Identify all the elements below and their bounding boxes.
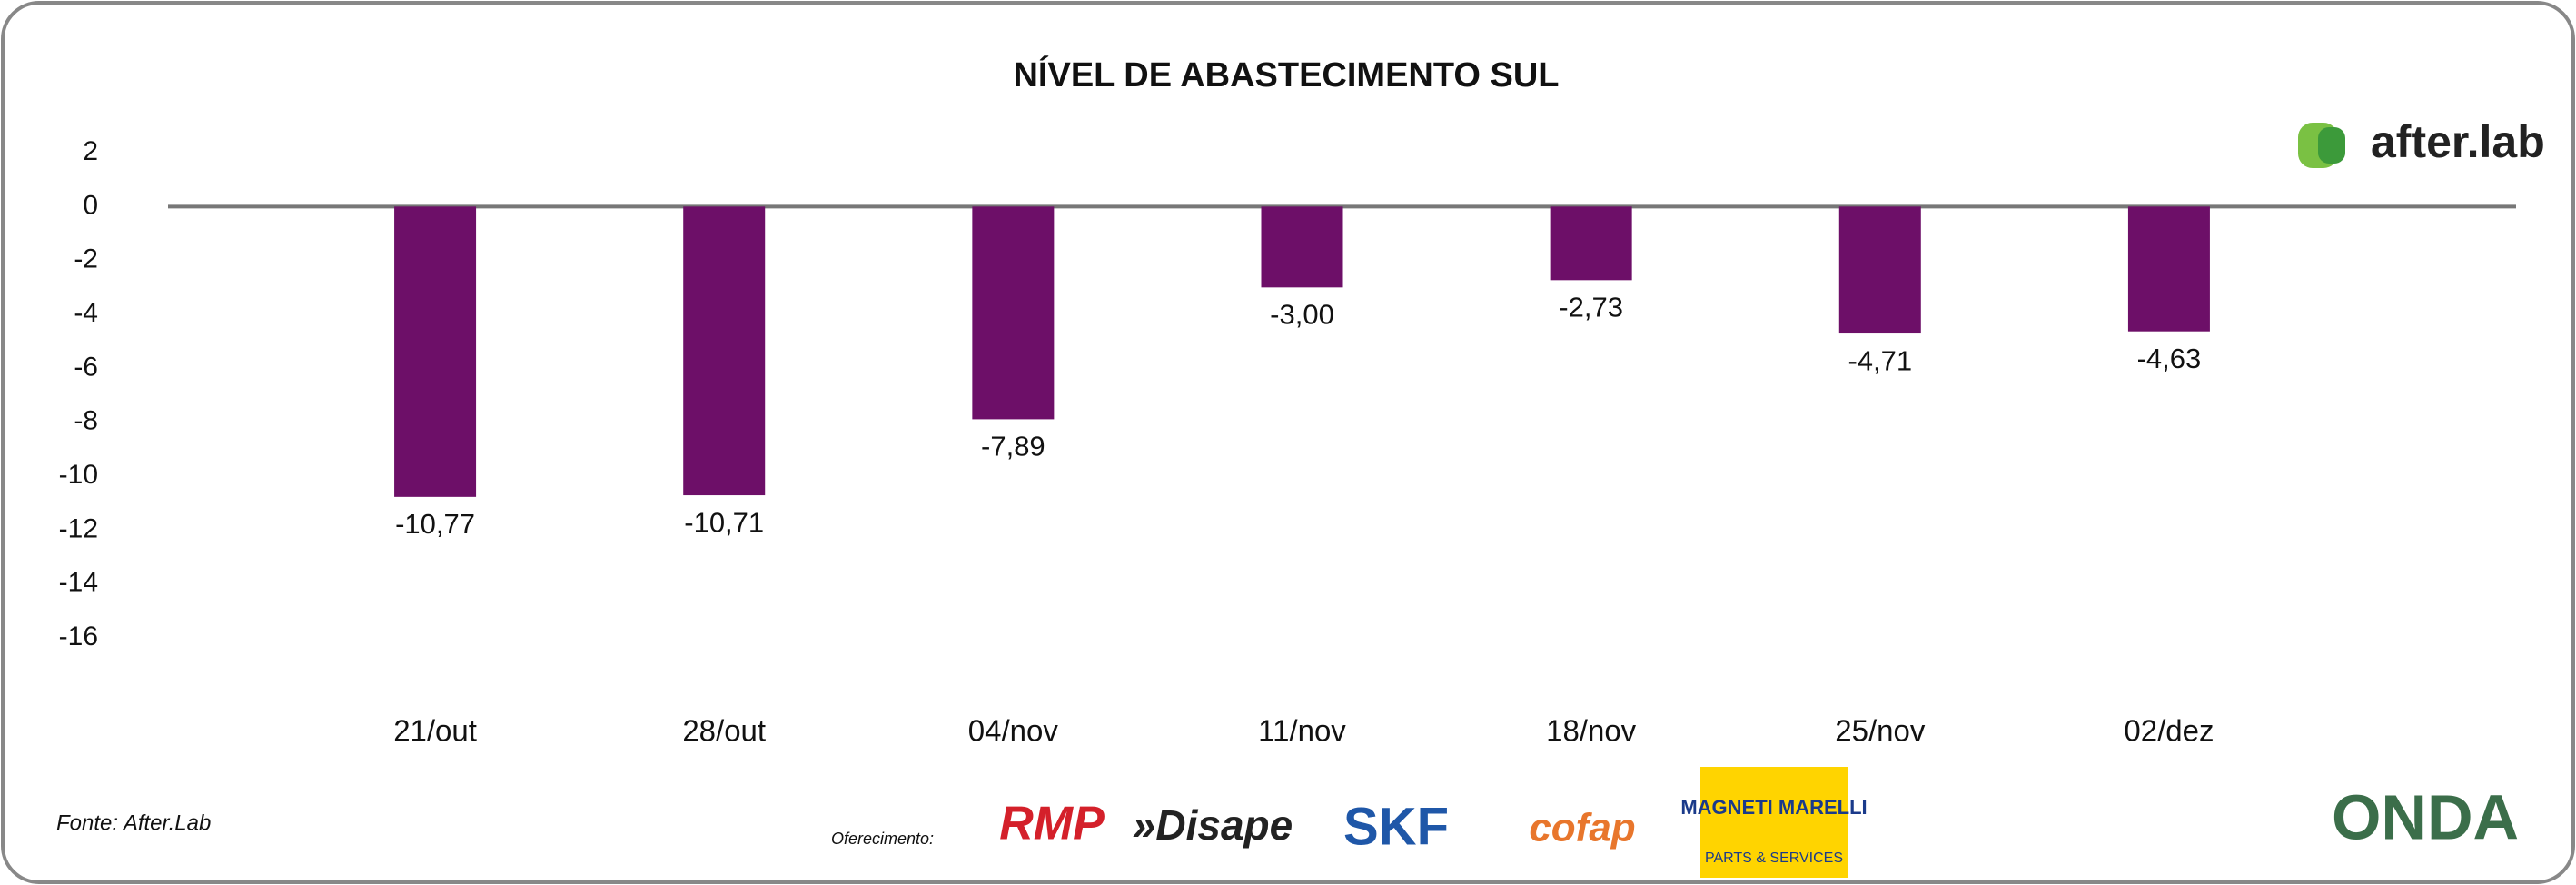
y-tick-label: -4	[74, 298, 98, 328]
bar	[1550, 206, 1632, 281]
bar	[394, 206, 477, 497]
y-tick-label: -14	[59, 568, 98, 598]
y-tick-label: -12	[59, 513, 98, 543]
chart-title: NÍVEL DE ABASTECIMENTO SUL	[1013, 55, 1559, 94]
y-tick-label: -8	[74, 406, 98, 436]
x-tick-label: 21/out	[393, 714, 477, 748]
bar	[1838, 206, 1921, 334]
y-tick-label: 2	[83, 136, 98, 166]
sponsor-logo: PARTS & SERVICES	[1705, 850, 1843, 866]
value-label: -7,89	[981, 431, 1045, 462]
y-tick-label: -10	[59, 460, 98, 490]
x-tick-label: 04/nov	[968, 714, 1059, 748]
y-tick-label: -6	[74, 352, 98, 382]
x-tick-label: 18/nov	[1546, 714, 1637, 748]
value-label: -10,77	[395, 508, 475, 540]
y-tick-label: 0	[83, 190, 98, 220]
bar	[972, 206, 1055, 420]
y-tick-label: -16	[59, 621, 98, 651]
sponsor-logo: RMP	[999, 798, 1105, 850]
sponsor-logo: SKF	[1343, 797, 1449, 856]
sponsor-logo: »Disape	[1133, 801, 1293, 849]
value-label: -10,71	[684, 506, 764, 538]
bar	[2127, 206, 2210, 332]
x-tick-label: 02/dez	[2124, 714, 2214, 748]
partner-logo: ONDA	[2332, 781, 2519, 852]
source: Fonte: After.Lab	[56, 810, 211, 835]
value-label: -4,71	[1848, 344, 1912, 376]
brand-icon	[2318, 127, 2345, 164]
x-tick-label: 11/nov	[1258, 714, 1346, 748]
bar	[683, 206, 766, 496]
sponsor-box	[1700, 767, 1848, 878]
sponsor-logo: MAGNETI MARELLI	[1680, 796, 1867, 819]
brand-name: after.lab	[2371, 116, 2545, 167]
x-tick-label: 25/nov	[1835, 714, 1926, 748]
sponsor-logo: cofap	[1529, 806, 1635, 850]
value-label: -3,00	[1270, 299, 1334, 331]
sponsor-label: Oferecimento:	[831, 830, 934, 848]
bar	[1261, 206, 1343, 288]
x-tick-label: 28/out	[682, 714, 766, 748]
y-tick-label: -2	[74, 244, 98, 274]
value-label: -2,73	[1559, 292, 1623, 323]
brand-logo: after.lab	[2298, 116, 2545, 168]
value-label: -4,63	[2137, 343, 2202, 374]
